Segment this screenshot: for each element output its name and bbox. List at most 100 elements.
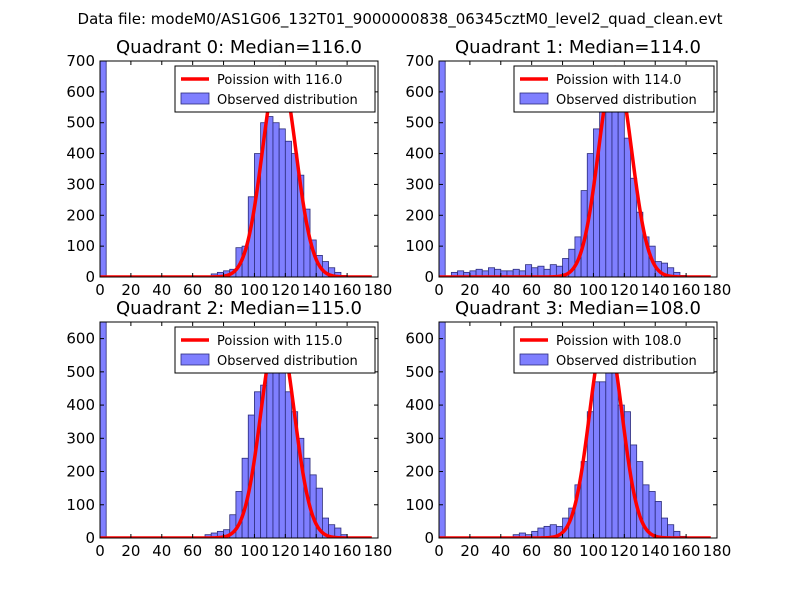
y-tick-label: 0 [424,529,434,547]
histogram-bar [100,61,107,277]
legend-patch-swatch [180,353,210,366]
x-tick-label: 160 [333,542,362,560]
x-tick-label: 100 [240,542,269,560]
x-tick-label: 160 [333,281,362,299]
figure-suptitle: Data file: modeM0/AS1G06_132T01_90000008… [78,10,723,29]
legend-label-observed: Observed distribution [217,93,358,108]
y-tick-label: 600 [405,330,434,348]
axes-frame [438,60,718,278]
legend: Poission with 116.0 Observed distribution [174,65,376,113]
legend-label-poisson: Poission with 114.0 [556,73,681,88]
y-tick-label: 400 [66,396,95,414]
legend-label-observed: Observed distribution [556,354,697,369]
legend-label-poisson: Poission with 116.0 [217,73,342,88]
x-tick-label: 20 [121,542,140,560]
panel-quadrant-2: Quadrant 2: Median=115.00 20 40 60 80 100 120 1… [66,298,392,560]
y-tick-label: 500 [405,363,434,381]
x-tick-label: 20 [121,281,140,299]
y-tick-label: 300 [66,429,95,447]
histogram-bar [654,501,662,538]
x-tick-label: 0 [95,542,105,560]
panel-title: Quadrant 0: Median=116.0 [116,37,362,58]
legend-label-observed: Observed distribution [556,93,697,108]
x-tick-label: 40 [491,281,510,299]
y-tick-label: 100 [405,496,434,514]
y-tick-label: 0 [85,268,95,286]
x-tick-label: 120 [610,281,639,299]
poisson-curve [100,326,373,538]
legend-label-poisson: Poission with 108.0 [556,334,681,349]
panel-quadrant-1: Quadrant 1: Median=114.00 20 40 60 80 100 120 1… [405,37,731,299]
y-tick-label: 100 [66,237,95,255]
x-tick-label: 0 [434,281,444,299]
y-tick-label: 200 [66,463,95,481]
histogram-bar [617,109,625,277]
y-tick-label: 300 [405,175,434,193]
poisson-curve [439,65,712,277]
y-tick-label: 400 [405,396,434,414]
y-tick-label: 0 [424,268,434,286]
y-tick-label: 600 [66,83,95,101]
x-tick-label: 180 [703,542,732,560]
histogram-bars [100,61,373,277]
x-tick-label: 100 [240,281,269,299]
histogram-bars [439,61,712,277]
histogram-bar [284,391,292,538]
histogram-bar [611,103,619,277]
y-tick-label: 700 [405,52,434,70]
histogram-bar [605,85,613,277]
x-tick-label: 140 [302,542,331,560]
x-tick-label: 40 [152,542,171,560]
y-tick-label: 200 [66,206,95,224]
x-tick-label: 140 [302,281,331,299]
legend-patch-swatch [180,92,210,105]
histogram-bar [623,137,631,277]
panel-title: Quadrant 1: Median=114.0 [455,37,701,58]
panel-title: Quadrant 3: Median=108.0 [455,298,701,319]
y-tick-label: 600 [405,83,434,101]
x-tick-label: 80 [553,542,572,560]
x-tick-label: 20 [460,542,479,560]
y-tick-label: 100 [405,237,434,255]
histogram-bar [636,461,644,538]
histogram-bar [272,361,280,538]
x-tick-label: 140 [641,281,670,299]
x-tick-label: 120 [271,542,300,560]
panel-title: Quadrant 2: Median=115.0 [116,298,362,319]
histogram-bar [525,264,533,277]
x-tick-label: 180 [364,281,393,299]
x-tick-label: 160 [672,281,701,299]
y-tick-label: 300 [66,175,95,193]
histogram-bar [291,153,299,277]
legend-label-observed: Observed distribution [217,354,358,369]
x-tick-label: 180 [364,542,393,560]
y-tick-label: 100 [66,496,95,514]
axes-frame [99,321,379,539]
y-tick-label: 600 [66,330,95,348]
panel-quadrant-3: Quadrant 3: Median=108.00 20 40 60 80 100 120 1… [405,298,731,560]
histogram-bar [100,322,107,538]
histogram-bar [278,371,286,538]
x-tick-label: 100 [579,281,608,299]
histogram-bar [599,381,607,538]
histogram-bars [100,322,373,538]
y-tick-label: 300 [405,429,434,447]
x-tick-label: 60 [522,542,541,560]
x-tick-label: 120 [271,281,300,299]
y-tick-label: 500 [66,363,95,381]
y-tick-label: 400 [405,145,434,163]
histogram-bar [278,128,286,277]
legend: Poission with 114.0 Observed distribution [513,65,715,113]
histogram-bar [593,381,601,538]
axes-frame [438,321,718,539]
y-tick-label: 200 [405,206,434,224]
legend-label-poisson: Poission with 115.0 [217,334,342,349]
histogram-bar [667,524,675,538]
x-tick-label: 40 [152,281,171,299]
poisson-curve [100,65,373,277]
x-tick-label: 140 [641,542,670,560]
histogram-bar [673,271,681,277]
axes-frame [99,60,379,278]
histogram-bar [661,517,668,538]
panel-quadrant-0: Quadrant 0: Median=116.00 20 40 60 80 100 120 1… [66,37,392,299]
